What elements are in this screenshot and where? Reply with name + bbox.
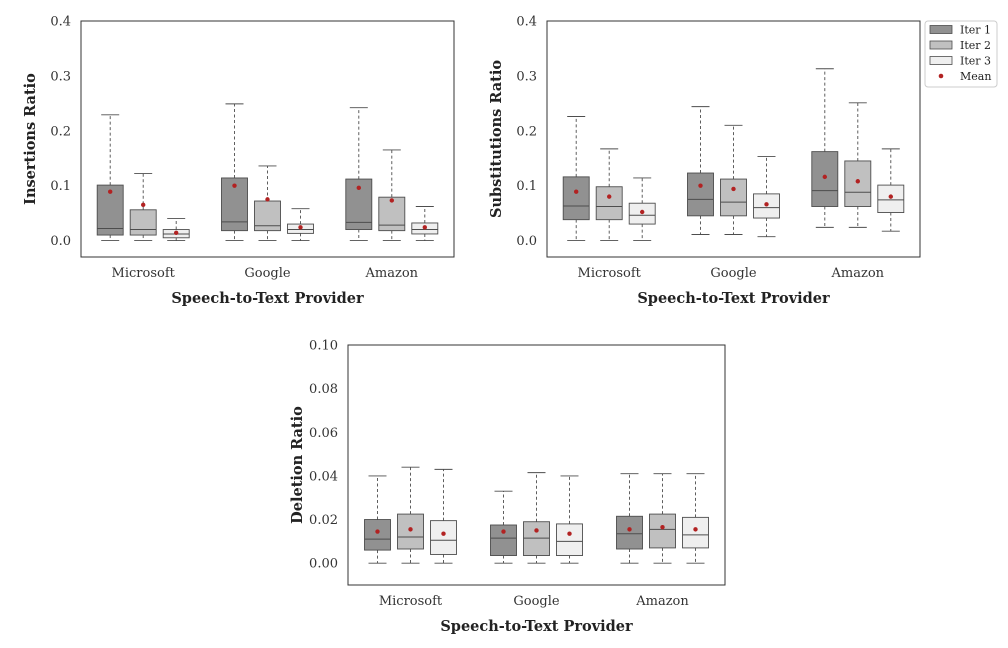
y-tick-label: 0.1 <box>516 179 537 194</box>
legend-swatch-iter-2 <box>929 40 953 50</box>
plot-frame <box>546 20 921 258</box>
microsoft-iter-2-mean <box>607 194 612 199</box>
amazon-iter-3-mean <box>693 527 698 532</box>
x-tick-label-google: Google <box>710 266 757 281</box>
legend-label-iter-2: Iter 2 <box>960 39 991 52</box>
legend-frame <box>924 20 998 88</box>
amazon-iter-2-mean <box>855 179 860 184</box>
google-iter-2-box <box>720 178 747 217</box>
y-tick-label: 0.4 <box>50 15 71 30</box>
y-axis-label: Insertions Ratio <box>22 73 39 205</box>
google-iter-2-box <box>523 521 550 556</box>
y-tick-label: 0.3 <box>50 69 71 84</box>
amazon-iter-1-mean <box>356 185 361 191</box>
x-tick-label-amazon: Amazon <box>831 266 885 281</box>
legend-label-mean: Mean <box>960 70 991 83</box>
substitutions-chart: 0.0 0.1 0.2 0.3 0.4 Microsoft Google AmazonSpee… <box>488 15 921 307</box>
y-tick-label: 0.3 <box>516 69 537 84</box>
y-axis-label: Substitutions Ratio <box>488 60 505 218</box>
microsoft-iter-3-mean <box>640 209 645 215</box>
plot-frame <box>347 344 726 586</box>
amazon-iter-1-mean <box>822 174 827 180</box>
amazon-iter-2-mean <box>660 524 665 530</box>
amazon-iter-3-mean <box>422 225 427 230</box>
x-axis-label: Speech-to-Text Provider <box>171 290 364 307</box>
legend-label-iter-3: Iter 3 <box>960 55 991 68</box>
microsoft-iter-3-mean <box>174 230 179 236</box>
x-tick-label-amazon: Amazon <box>635 594 689 609</box>
google-iter-1-mean <box>698 183 703 188</box>
y-tick-label: 0.0 <box>50 234 71 249</box>
y-tick-label: 0.08 <box>309 382 338 397</box>
microsoft-iter-2-box <box>397 513 424 550</box>
microsoft-iter-1-mean <box>574 189 579 194</box>
y-tick-label: 0.06 <box>309 426 338 441</box>
microsoft-iter-2-mean <box>141 202 146 208</box>
amazon-iter-3-mean <box>888 194 893 199</box>
x-tick-label-microsoft: Microsoft <box>379 594 443 609</box>
legend: Iter 1 Iter 2 Iter 3 Mean <box>924 20 998 88</box>
y-tick-label: 0.4 <box>516 15 537 30</box>
microsoft-iter-3-box <box>430 520 457 555</box>
amazon-iter-3-box <box>877 184 905 213</box>
amazon-iter-1-box <box>616 515 643 550</box>
google-iter-2-mean <box>265 197 270 202</box>
microsoft-iter-2-mean <box>408 527 413 532</box>
google-iter-3-mean <box>298 225 303 230</box>
legend-swatch-iter-1 <box>929 25 953 34</box>
x-tick-label-microsoft: Microsoft <box>112 266 176 281</box>
legend-label-iter-1: Iter 1 <box>960 24 991 37</box>
amazon-iter-1-mean <box>627 527 632 532</box>
x-tick-label-microsoft: Microsoft <box>578 266 642 281</box>
google-iter-2-mean <box>731 186 736 192</box>
y-tick-label: 0.04 <box>309 469 338 484</box>
microsoft-iter-1-mean <box>375 529 380 534</box>
y-tick-label: 0.2 <box>50 124 71 139</box>
google-iter-3-mean <box>764 202 769 207</box>
amazon-iter-3-box <box>682 516 709 549</box>
x-tick-label-google: Google <box>513 594 560 609</box>
deletions-chart: 0.00 0.02 0.04 0.06 0.08 0.10 Microsoft Google A… <box>289 339 726 635</box>
amazon-iter-2-mean <box>389 198 394 203</box>
microsoft-iter-2-box <box>129 209 157 236</box>
plot-frame <box>80 20 455 258</box>
google-iter-1-mean <box>501 529 506 534</box>
microsoft-iter-2-box <box>595 186 623 221</box>
google-iter-1-mean <box>232 183 237 188</box>
x-axis-label: Speech-to-Text Provider <box>637 290 830 307</box>
google-iter-3-box <box>556 523 583 556</box>
amazon-iter-2-box <box>844 160 872 207</box>
x-tick-label-amazon: Amazon <box>365 266 419 281</box>
y-tick-label: 0.2 <box>516 124 537 139</box>
google-iter-3-mean <box>567 531 572 536</box>
y-tick-label: 0.10 <box>309 339 338 354</box>
legend-marker-mean <box>938 73 944 79</box>
insertions-chart: 0.0 0.1 0.2 0.3 0.4 Microsoft Google AmazonSpee… <box>22 15 455 307</box>
x-axis-label: Speech-to-Text Provider <box>440 618 633 635</box>
y-tick-label: 0.0 <box>516 234 537 249</box>
microsoft-iter-1-mean <box>108 189 113 194</box>
amazon-iter-2-box <box>649 513 676 549</box>
y-axis-label: Deletion Ratio <box>289 406 306 524</box>
y-tick-label: 0.02 <box>309 513 338 528</box>
y-tick-label: 0.00 <box>309 557 338 572</box>
legend-swatch-iter-3 <box>929 56 953 65</box>
microsoft-iter-3-mean <box>441 531 446 536</box>
x-tick-label-google: Google <box>244 266 291 281</box>
google-iter-1-box <box>687 172 714 217</box>
y-tick-label: 0.1 <box>50 179 71 194</box>
microsoft-iter-1-box <box>364 519 391 551</box>
google-iter-2-mean <box>534 528 539 533</box>
microsoft-iter-1-box <box>562 176 590 221</box>
